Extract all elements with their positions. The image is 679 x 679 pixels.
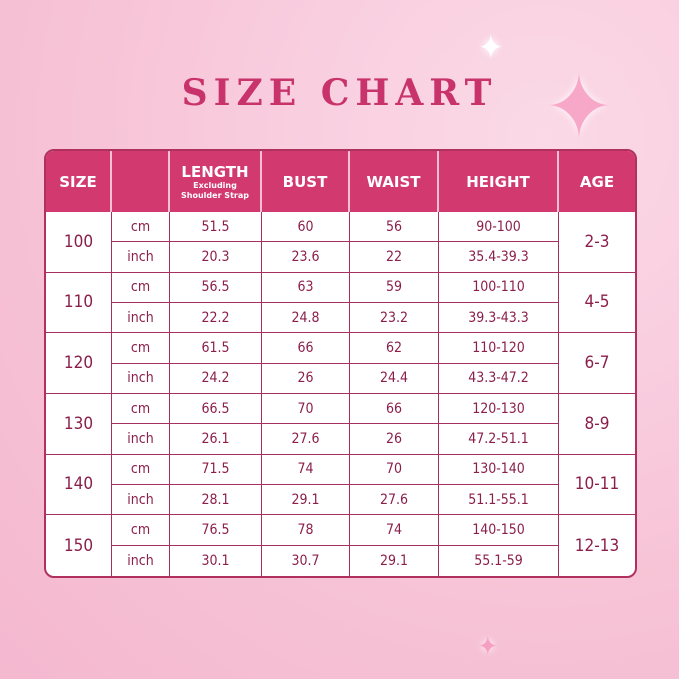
header-length-note: Excluding <box>193 180 237 190</box>
waist-cell: 56 <box>350 212 439 243</box>
bust-cell: 26 <box>262 363 350 394</box>
bust-cell: 78 <box>262 515 350 546</box>
sparkle-icon: ✦ <box>478 632 498 662</box>
waist-cell: 22 <box>350 242 439 273</box>
height-cell: 43.3-47.2 <box>439 363 559 394</box>
height-cell: 120-130 <box>439 394 559 425</box>
height-cell: 110-120 <box>439 333 559 364</box>
length-cell: 26.1 <box>170 424 262 455</box>
length-cell: 66.5 <box>170 394 262 425</box>
sparkle-icon: ✦ <box>545 55 613 160</box>
height-cell: 47.2-51.1 <box>439 424 559 455</box>
length-cell: 71.5 <box>170 454 262 485</box>
size-cell: 100 <box>46 212 112 273</box>
age-cell: 4-5 <box>559 273 635 334</box>
length-cell: 24.2 <box>170 363 262 394</box>
waist-cell: 66 <box>350 394 439 425</box>
waist-cell: 70 <box>350 454 439 485</box>
unit-cell: cm <box>112 454 170 485</box>
waist-cell: 29.1 <box>350 545 439 576</box>
size-chart-table: SIZE LENGTH Excluding Shoulder Strap BUS… <box>44 149 637 578</box>
header-waist: WAIST <box>350 151 439 212</box>
height-cell: 35.4-39.3 <box>439 242 559 273</box>
size-cell: 140 <box>46 454 112 516</box>
unit-cell: inch <box>112 545 170 576</box>
header-size: SIZE <box>46 151 112 212</box>
length-cell: 51.5 <box>170 212 262 243</box>
unit-cell: cm <box>112 272 170 303</box>
header-unit <box>112 151 170 212</box>
height-cell: 140-150 <box>439 515 559 546</box>
size-cell: 150 <box>46 515 112 576</box>
height-cell: 55.1-59 <box>439 545 559 576</box>
bust-cell: 27.6 <box>262 424 350 455</box>
age-cell: 6-7 <box>559 333 635 394</box>
waist-cell: 62 <box>350 333 439 364</box>
header-length-note: Shoulder Strap <box>181 190 249 200</box>
unit-cell: inch <box>112 242 170 273</box>
waist-cell: 27.6 <box>350 485 439 516</box>
size-cell: 130 <box>46 394 112 455</box>
waist-cell: 24.4 <box>350 363 439 394</box>
bust-cell: 23.6 <box>262 242 350 273</box>
height-cell: 90-100 <box>439 212 559 243</box>
page-title: SIZE CHART <box>181 72 498 114</box>
length-cell: 61.5 <box>170 333 262 364</box>
header-length: LENGTH Excluding Shoulder Strap <box>170 151 262 212</box>
header-length-label: LENGTH <box>181 162 249 181</box>
header-bust: BUST <box>262 151 350 212</box>
length-cell: 22.2 <box>170 303 262 334</box>
unit-cell: cm <box>112 212 170 243</box>
age-cell: 2-3 <box>559 212 635 273</box>
age-cell: 8-9 <box>559 394 635 455</box>
waist-cell: 74 <box>350 515 439 546</box>
length-cell: 20.3 <box>170 242 262 273</box>
age-cell: 10-11 <box>559 455 635 516</box>
waist-cell: 23.2 <box>350 303 439 334</box>
length-cell: 30.1 <box>170 545 262 576</box>
unit-cell: cm <box>112 333 170 364</box>
unit-cell: cm <box>112 515 170 546</box>
bust-cell: 66 <box>262 333 350 364</box>
size-cell: 110 <box>46 272 112 334</box>
unit-cell: inch <box>112 485 170 516</box>
length-cell: 28.1 <box>170 485 262 516</box>
unit-cell: inch <box>112 363 170 394</box>
bust-cell: 74 <box>262 454 350 485</box>
waist-cell: 26 <box>350 424 439 455</box>
bust-cell: 30.7 <box>262 545 350 576</box>
height-cell: 130-140 <box>439 454 559 485</box>
bust-cell: 60 <box>262 212 350 243</box>
bust-cell: 29.1 <box>262 485 350 516</box>
height-cell: 51.1-55.1 <box>439 485 559 516</box>
header-height: HEIGHT <box>439 151 559 212</box>
sparkle-icon: ✦ <box>478 28 504 68</box>
size-cell: 120 <box>46 333 112 394</box>
unit-cell: cm <box>112 394 170 425</box>
header-age: AGE <box>559 151 635 212</box>
unit-cell: inch <box>112 303 170 334</box>
length-cell: 56.5 <box>170 272 262 303</box>
length-cell: 76.5 <box>170 515 262 546</box>
unit-cell: inch <box>112 424 170 455</box>
bust-cell: 63 <box>262 272 350 303</box>
height-cell: 39.3-43.3 <box>439 303 559 334</box>
age-cell: 12-13 <box>574 535 620 556</box>
waist-cell: 59 <box>350 272 439 303</box>
bust-cell: 24.8 <box>262 303 350 334</box>
height-cell: 100-110 <box>439 272 559 303</box>
bust-cell: 70 <box>262 394 350 425</box>
